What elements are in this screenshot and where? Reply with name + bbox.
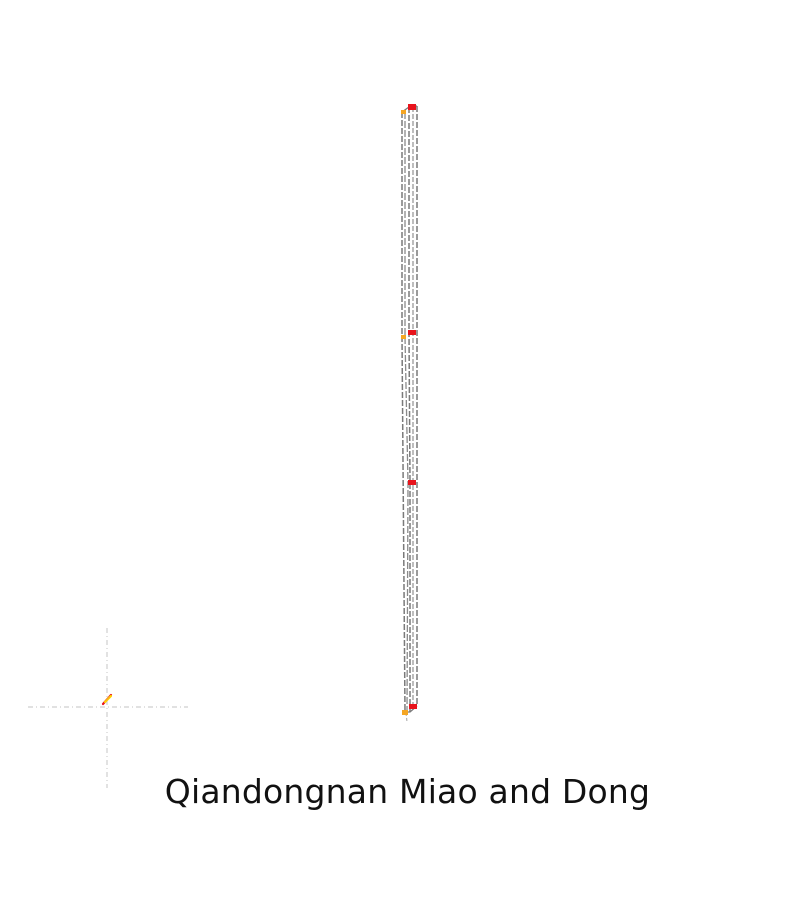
marker-red-top xyxy=(408,104,416,110)
route-strip xyxy=(401,105,418,723)
marker-red-upper-mid xyxy=(408,330,416,335)
marker-orange-bottom xyxy=(402,710,408,715)
route-markers xyxy=(401,104,417,715)
marker-red-bottom xyxy=(409,704,417,709)
crosshair-inset xyxy=(28,628,188,788)
route-line-center xyxy=(408,107,411,712)
marker-orange-top xyxy=(401,110,406,114)
marker-orange-upper-mid xyxy=(401,335,406,339)
route-line-left-inner xyxy=(404,112,409,713)
map-caption: Qiandongnan Miao and Dong xyxy=(164,772,651,811)
marker-red-mid xyxy=(408,480,416,485)
inset-location-marker xyxy=(101,693,113,706)
